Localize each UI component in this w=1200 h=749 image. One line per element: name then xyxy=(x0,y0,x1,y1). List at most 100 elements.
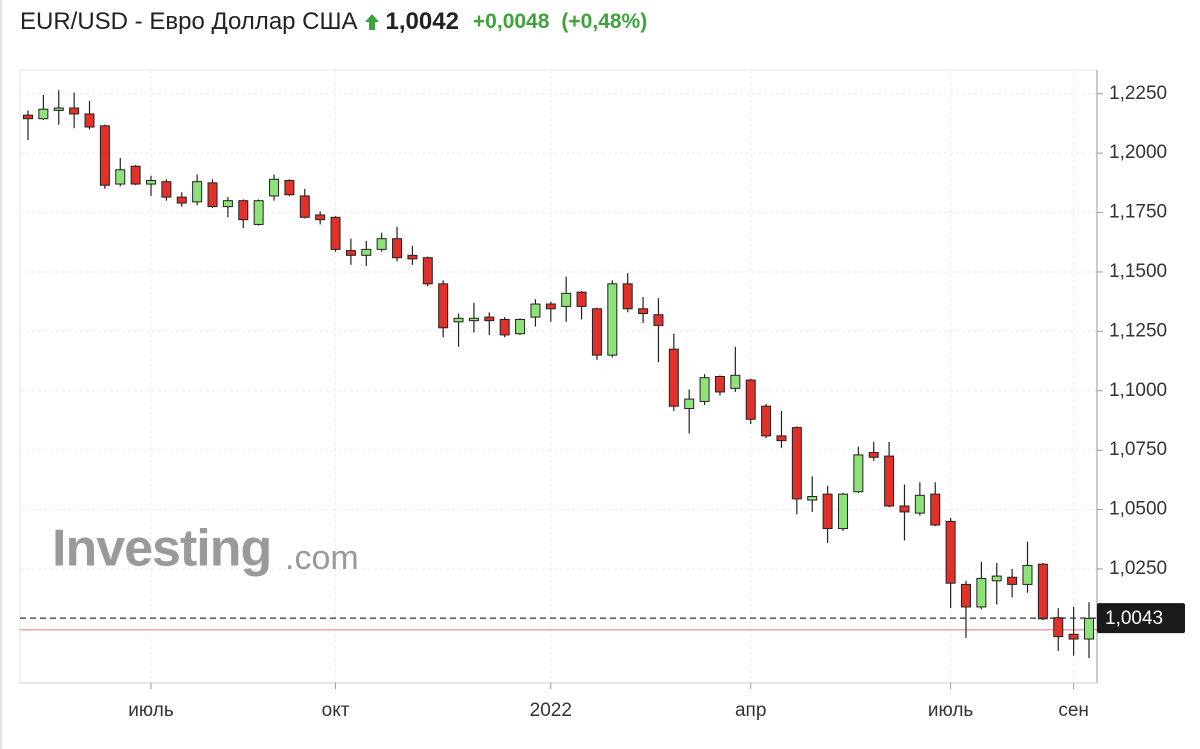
candle-body xyxy=(607,283,618,356)
candle-body xyxy=(530,303,541,318)
x-tick-label: июль xyxy=(928,700,974,721)
candle-body xyxy=(638,308,649,315)
candle-body xyxy=(960,583,971,608)
candle-body xyxy=(591,308,602,356)
candle-body xyxy=(1068,633,1079,640)
candle-body xyxy=(1037,563,1048,620)
candle-body xyxy=(192,181,203,203)
candle-body xyxy=(745,379,756,420)
candle-body xyxy=(730,374,741,389)
candle-body xyxy=(345,250,356,256)
candle-body xyxy=(868,452,879,458)
plot-frame xyxy=(19,69,1098,684)
change-percent: (+0,48%) xyxy=(561,10,648,33)
candle-body xyxy=(776,435,787,442)
candle-body xyxy=(222,200,233,208)
candle-body xyxy=(99,125,110,186)
axes: 1,0250 1,0500 1,0750 1,1000 1,1250 1,1500 1,17… xyxy=(20,70,1185,721)
y-tick-label: 1,1000 xyxy=(1109,380,1167,401)
y-tick-label: 1,0500 xyxy=(1109,499,1167,520)
price: 1,0042 xyxy=(385,8,459,35)
candle-body xyxy=(515,318,526,335)
candle-body xyxy=(622,283,633,310)
candle-body xyxy=(115,169,126,185)
grid xyxy=(20,70,1097,683)
last-price-label: 1,0043 xyxy=(1105,608,1163,629)
candle-body xyxy=(392,238,403,259)
x-tick-label: 2022 xyxy=(530,700,572,721)
watermark-suffix: .com xyxy=(285,539,359,577)
x-tick-label: апр xyxy=(735,700,766,721)
candle-body xyxy=(807,495,818,501)
candle-body xyxy=(945,520,956,584)
candle-body xyxy=(484,316,495,322)
up-arrow xyxy=(364,14,379,30)
candle-body xyxy=(84,113,95,128)
watermark: Investing .com xyxy=(52,520,359,578)
candle-body xyxy=(1022,564,1033,585)
candle-body xyxy=(991,575,1002,582)
y-tick-label: 1,0250 xyxy=(1109,558,1167,579)
watermark-main: Investing xyxy=(52,520,271,578)
candle-body xyxy=(269,178,280,197)
candle-body xyxy=(653,314,664,326)
change: +0,0048 xyxy=(472,10,550,33)
candle-body xyxy=(899,505,910,513)
title: EUR/USD - Евро Доллар США xyxy=(20,8,358,35)
candle-body xyxy=(299,195,310,218)
candle-body xyxy=(238,200,249,221)
candle-body xyxy=(699,377,710,402)
candle-body xyxy=(422,257,433,285)
candle-body xyxy=(976,577,987,608)
candle-body xyxy=(853,454,864,493)
candle-body xyxy=(930,493,941,526)
candle-body xyxy=(38,108,49,120)
candle-body xyxy=(561,292,572,307)
candle-body xyxy=(407,254,418,260)
candle-body xyxy=(576,291,587,307)
y-tick-label: 1,1500 xyxy=(1109,261,1167,282)
y-tick-label: 1,1750 xyxy=(1109,202,1167,223)
candle-body xyxy=(761,405,772,437)
candle-body xyxy=(684,398,695,410)
candle-body xyxy=(468,317,479,322)
y-tick-label: 1,0750 xyxy=(1109,439,1167,460)
candle-body xyxy=(161,181,172,198)
candle-body xyxy=(884,455,895,507)
y-tick-label: 1,2000 xyxy=(1109,142,1167,163)
candle-body xyxy=(1007,576,1018,585)
candle-body xyxy=(69,107,80,115)
candle-body xyxy=(361,248,372,256)
candle-body xyxy=(714,376,725,393)
header: EUR/USD - Евро Доллар США 1,0042 +0,0048… xyxy=(20,6,647,38)
candle-body xyxy=(284,179,295,196)
candle-body xyxy=(822,493,833,530)
candle-body xyxy=(176,196,187,204)
candle-body xyxy=(453,317,464,323)
y-tick-label: 1,2250 xyxy=(1109,83,1167,104)
candle-body xyxy=(207,182,218,208)
candle-body xyxy=(837,493,848,530)
candle-body xyxy=(438,283,449,329)
x-tick-label: окт xyxy=(322,700,350,721)
candle-body xyxy=(914,494,925,514)
candles xyxy=(23,90,1094,659)
y-tick-label: 1,1250 xyxy=(1109,320,1167,341)
candle-body xyxy=(146,179,157,185)
candle-body xyxy=(668,348,679,407)
x-tick-label: сен xyxy=(1058,700,1089,721)
candle-body xyxy=(791,427,802,500)
candle-body xyxy=(545,303,556,310)
candle-body xyxy=(499,318,510,336)
candle-body xyxy=(330,216,341,250)
candle-body xyxy=(253,200,264,225)
x-tick-label: июль xyxy=(128,700,174,721)
candle-body xyxy=(130,165,141,185)
candle-body xyxy=(53,107,64,111)
candle-body xyxy=(1053,617,1064,638)
candle-body xyxy=(23,114,33,120)
candle-body xyxy=(1084,617,1094,640)
candle-body xyxy=(376,238,387,250)
